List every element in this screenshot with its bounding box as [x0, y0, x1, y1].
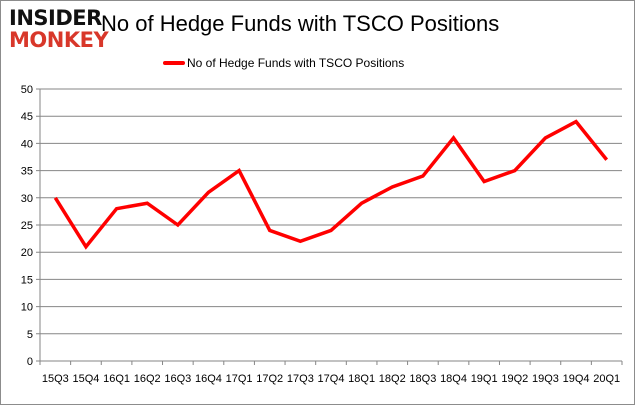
x-tick-label: 17Q1 [226, 373, 253, 385]
x-tick-label: 16Q3 [164, 373, 191, 385]
y-tick-label: 40 [21, 138, 33, 150]
y-tick-label: 5 [27, 329, 33, 341]
y-tick-label: 20 [21, 247, 33, 259]
x-tick-label: 19Q3 [532, 373, 559, 385]
series-line [53, 119, 609, 250]
x-tick-label: 15Q4 [72, 373, 99, 385]
y-tick-label: 25 [21, 220, 33, 232]
logo-line2: MONKEY [9, 28, 109, 52]
x-tick-label: 16Q1 [103, 373, 130, 385]
x-tick-label: 18Q2 [379, 373, 406, 385]
insider-monkey-logo: INSIDER MONKEY [9, 6, 109, 52]
y-tick-label: 15 [21, 274, 33, 286]
logo-line1: INSIDER [9, 6, 102, 30]
x-tick-label: 19Q1 [471, 373, 498, 385]
x-tick-label: 15Q3 [42, 373, 69, 385]
legend: No of Hedge Funds with TSCO Positions [163, 56, 404, 70]
y-tick-label: 35 [21, 166, 33, 178]
x-tick-label: 19Q2 [501, 373, 528, 385]
x-tick-label: 19Q4 [563, 373, 590, 385]
y-tick-label: 50 [21, 84, 33, 96]
chart-title: No of Hedge Funds with TSCO Positions [101, 11, 500, 36]
x-tick-label: 17Q4 [318, 373, 345, 385]
x-tick-label: 16Q4 [195, 373, 222, 385]
x-tick-label: 18Q4 [440, 373, 467, 385]
x-tick-label: 17Q3 [287, 373, 314, 385]
x-tick-label: 16Q2 [134, 373, 161, 385]
x-tick-label: 17Q2 [256, 373, 283, 385]
x-tick-label: 18Q1 [348, 373, 375, 385]
x-tick-label: 20Q1 [593, 373, 620, 385]
y-tick-label: 30 [21, 193, 33, 205]
legend-swatch [163, 61, 185, 65]
x-tick-label: 18Q3 [409, 373, 436, 385]
y-tick-label: 10 [21, 302, 33, 314]
legend-label: No of Hedge Funds with TSCO Positions [187, 56, 405, 70]
y-tick-label: 45 [21, 111, 33, 123]
y-tick-label: 0 [27, 356, 33, 368]
